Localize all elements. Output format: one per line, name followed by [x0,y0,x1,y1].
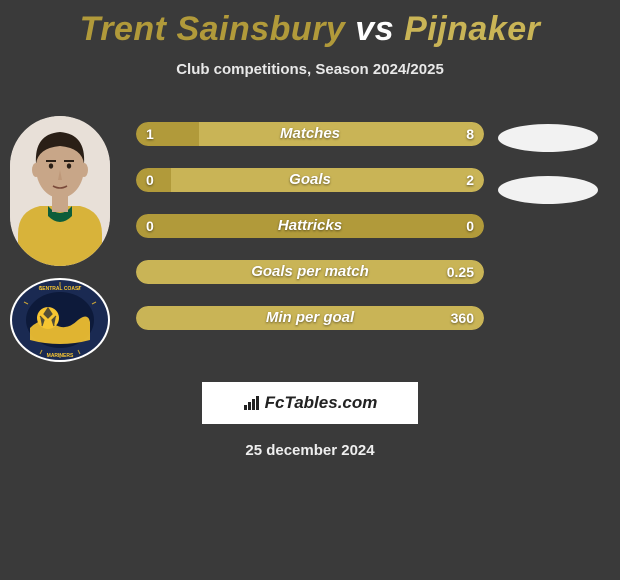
stat-label: Hattricks [136,214,484,238]
comparison-title: Trent Sainsbury vs Pijnaker [0,0,620,49]
watermark-text: FcTables.com [265,393,378,412]
stat-bar: 00Hattricks [136,214,484,238]
player1-column: CENTRAL COAST MARINERS [10,116,110,362]
stat-label: Goals per match [136,260,484,284]
player2-column [488,124,598,228]
watermark: FcTables.com [202,382,418,424]
title-vs: vs [355,10,394,48]
stat-bar: 360Min per goal [136,306,484,330]
player2-club-placeholder [498,176,598,204]
comparison-content: CENTRAL COAST MARINERS 18Matches02Goals0… [0,116,620,330]
stat-label: Matches [136,122,484,146]
stat-label: Goals [136,168,484,192]
stat-bar: 02Goals [136,168,484,192]
svg-text:CENTRAL COAST: CENTRAL COAST [39,286,82,292]
comparison-subtitle: Club competitions, Season 2024/2025 [0,61,620,78]
stat-bar: 0.25Goals per match [136,260,484,284]
svg-text:MARINERS: MARINERS [47,353,74,359]
chart-icon [243,383,261,425]
title-player2: Pijnaker [404,10,540,48]
comparison-bars: 18Matches 02Goals 00Hattricks 0.25Goals per… [136,116,484,330]
title-player1: Trent Sainsbury [80,10,346,48]
stat-bar: 18Matches [136,122,484,146]
player1-photo [10,116,110,266]
stat-label: Min per goal [136,306,484,330]
player1-club-badge: CENTRAL COAST MARINERS [10,278,110,362]
snapshot-date: 25 december 2024 [0,442,620,459]
player2-photo-placeholder [498,124,598,152]
